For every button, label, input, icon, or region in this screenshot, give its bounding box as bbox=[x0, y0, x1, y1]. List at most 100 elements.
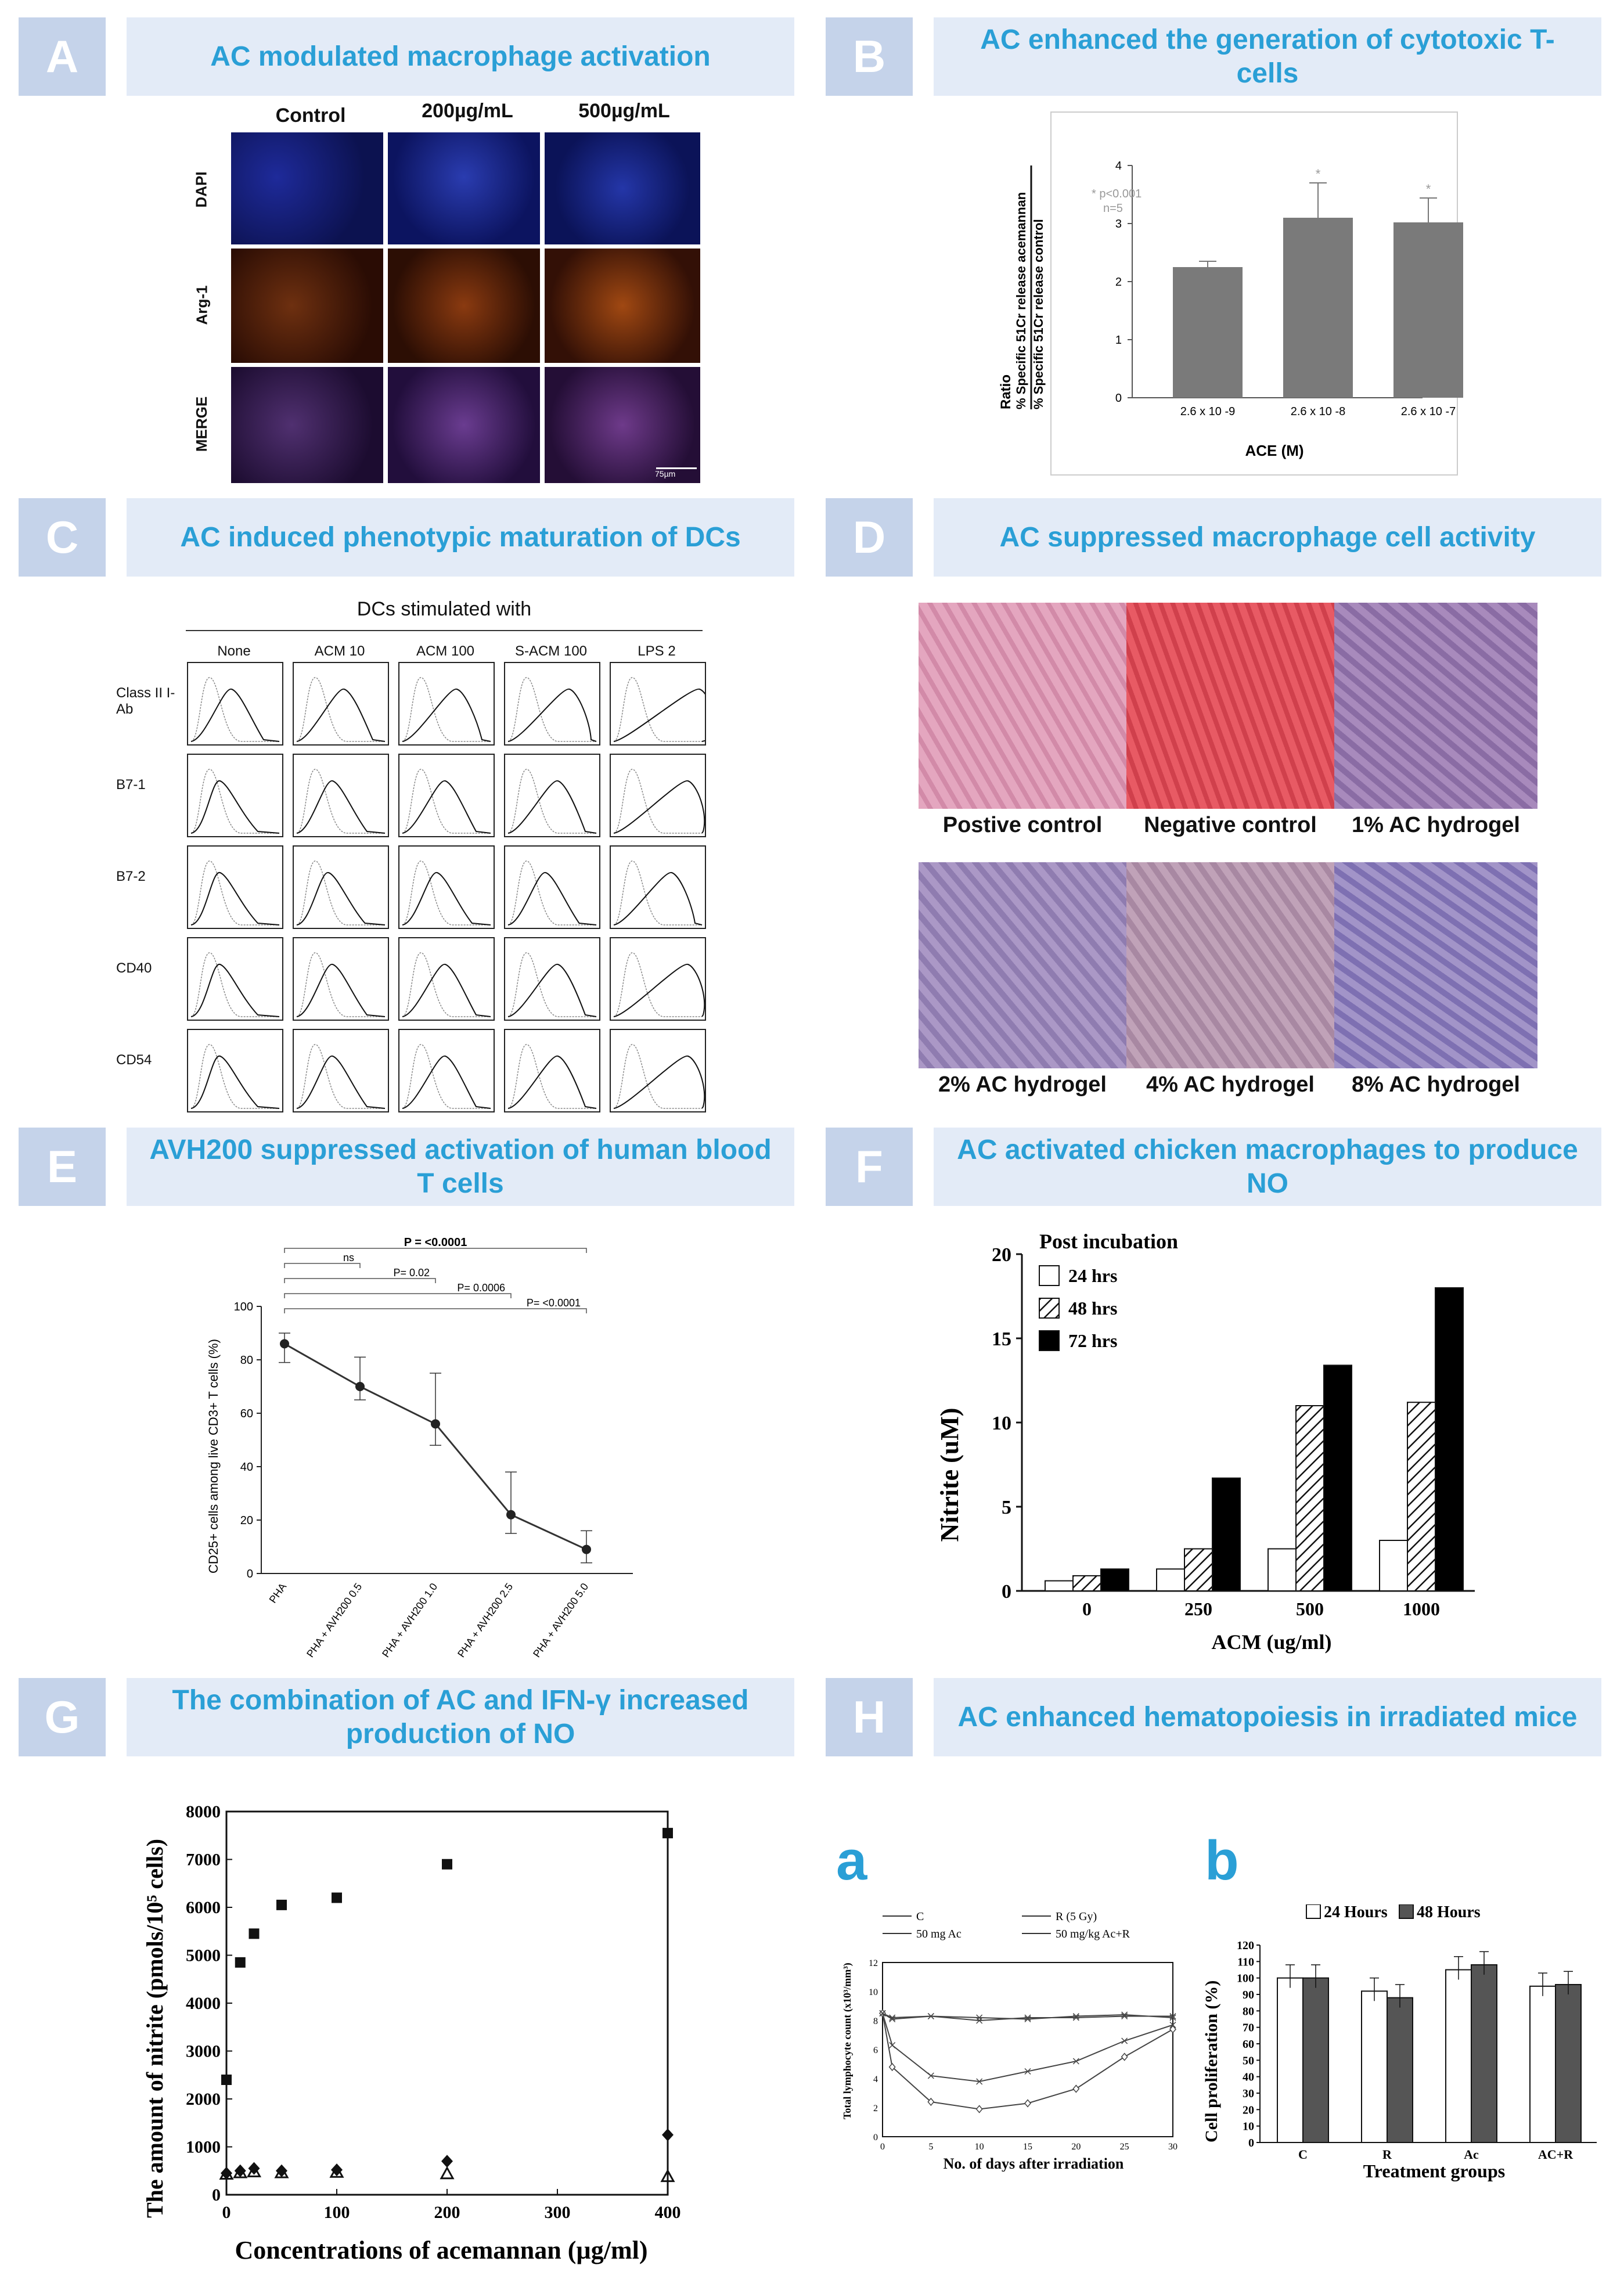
c-histogram bbox=[504, 754, 600, 837]
b-bar bbox=[1173, 267, 1243, 398]
g-point-triangle bbox=[219, 2166, 234, 2180]
g-ytick-label: 4000 bbox=[186, 1994, 221, 2013]
c-histogram bbox=[504, 662, 600, 746]
chart-e-plot: 0 20 40 60 80 100 PHA PHA + AVH200 0.5 PHA + AVH… bbox=[234, 1236, 633, 1659]
ha-point bbox=[889, 2015, 896, 2023]
c-histogram bbox=[187, 662, 283, 746]
ha-point bbox=[1169, 2025, 1176, 2034]
c-isotype-curve bbox=[507, 860, 596, 926]
c-histogram bbox=[187, 937, 283, 1021]
c-row-label: CD40 bbox=[116, 960, 152, 976]
hb-bar bbox=[1302, 1977, 1329, 2144]
c-histogram bbox=[398, 754, 495, 837]
g-ytick-label: 8000 bbox=[186, 1802, 221, 1821]
c-row-label: CD54 bbox=[116, 1052, 152, 1068]
e-ylabel: CD25+ cells among live CD3+ T cells (%) bbox=[206, 1339, 221, 1573]
c-histogram-plot bbox=[507, 1044, 597, 1109]
g-point-diamond bbox=[234, 2164, 246, 2177]
g-point-triangle bbox=[660, 2169, 675, 2183]
e-bracket-label: P= 0.02 bbox=[393, 1267, 430, 1279]
hb-xlabel: Treatment groups bbox=[1363, 2160, 1505, 2181]
hb-ytick-label: 70 bbox=[1243, 2022, 1254, 2034]
c-isotype-curve bbox=[507, 769, 596, 834]
hb-xtick-label: AC+R bbox=[1538, 2147, 1573, 2162]
img-4pct bbox=[1126, 862, 1334, 1068]
ha-point bbox=[976, 2017, 983, 2024]
c-histogram-plot bbox=[296, 1044, 386, 1109]
f-xtick-label: 1000 bbox=[1403, 1598, 1440, 1619]
f-bar bbox=[1295, 1405, 1324, 1591]
f-ytick-label: 10 bbox=[992, 1413, 1011, 1434]
c-histogram bbox=[293, 1029, 389, 1112]
ha-xtick-label: 15 bbox=[1023, 2142, 1032, 2152]
f-legend-swatch bbox=[1039, 1330, 1060, 1351]
c-stain-curve bbox=[296, 780, 386, 834]
hb-xtick-label: C bbox=[1298, 2147, 1308, 2162]
c-isotype-curve bbox=[507, 952, 596, 1017]
g-point-square bbox=[442, 1859, 452, 1870]
row-arg1: Arg-1 bbox=[193, 285, 210, 325]
ha-point bbox=[1121, 2037, 1128, 2044]
ha-ylabel: Total lymphocyte count (x10³/mm³) bbox=[841, 1962, 854, 2119]
c-histogram bbox=[504, 937, 600, 1021]
ha-point bbox=[1169, 2021, 1176, 2029]
ha-point bbox=[1169, 2014, 1176, 2021]
panel-g-badge: G bbox=[19, 1678, 106, 1756]
g-point-triangle bbox=[246, 2164, 262, 2177]
g-ytick-label: 5000 bbox=[186, 1946, 221, 1965]
ha-series-line bbox=[882, 2013, 1173, 2110]
hb-legend-swatch bbox=[1306, 1904, 1321, 1919]
g-ytick-label: 3000 bbox=[186, 2042, 221, 2061]
c-stain-curve bbox=[190, 872, 280, 926]
c-histogram bbox=[504, 845, 600, 929]
e-ytick-label: 80 bbox=[240, 1354, 253, 1367]
panel-h-badge: H bbox=[826, 1678, 913, 1756]
c-stain-curve bbox=[296, 1056, 386, 1109]
c-histogram-plot bbox=[296, 952, 386, 1017]
c-isotype-curve bbox=[613, 860, 702, 926]
ha-ytick-label: 8 bbox=[873, 2016, 878, 2026]
ha-xtick-label: 20 bbox=[1071, 2142, 1081, 2152]
g-point-square bbox=[276, 1899, 287, 1910]
f-ytick-label: 5 bbox=[1002, 1497, 1011, 1518]
hb-ylabel: Cell proliferation (%) bbox=[1202, 1980, 1221, 2142]
c-histogram bbox=[610, 845, 706, 929]
hb-legend-label: 48 Hours bbox=[1417, 1904, 1481, 1921]
ha-point bbox=[889, 2014, 896, 2021]
g-point-diamond bbox=[276, 2164, 287, 2177]
b-xtick-label: 2.6 x 10 -8 bbox=[1291, 405, 1346, 418]
f-bar bbox=[1072, 1575, 1101, 1592]
c-stain-curve bbox=[190, 780, 280, 834]
c-isotype-curve bbox=[190, 769, 279, 834]
c-stain-curve bbox=[507, 688, 597, 742]
e-ytick-label: 100 bbox=[234, 1301, 253, 1313]
hb-ytick-label: 30 bbox=[1243, 2087, 1254, 2100]
ha-point bbox=[1121, 2052, 1128, 2061]
g-xtick-label: 100 bbox=[324, 2203, 350, 2222]
b-ytick-label: 1 bbox=[1115, 334, 1122, 347]
c-stain-curve bbox=[613, 872, 703, 926]
hb-ytick-label: 120 bbox=[1237, 1939, 1254, 1952]
c-histogram bbox=[610, 937, 706, 1021]
hb-bar bbox=[1445, 1969, 1472, 2143]
g-ytick-label: 7000 bbox=[186, 1850, 221, 1870]
panel-a-badge: A bbox=[19, 17, 106, 96]
img-arg-200 bbox=[388, 249, 540, 363]
panel-c-badge: C bbox=[19, 498, 106, 577]
c-stain-curve bbox=[296, 872, 386, 926]
e-point bbox=[582, 1544, 591, 1554]
f-legend-title: Post incubation bbox=[1039, 1231, 1178, 1253]
h-sub-a: a bbox=[836, 1830, 867, 1892]
c-stain-curve bbox=[507, 780, 597, 834]
c-col-label: S-ACM 100 bbox=[514, 643, 588, 659]
g-xlabel: Concentrations of acemannan (µg/ml) bbox=[235, 2236, 648, 2264]
g-point-triangle bbox=[274, 2165, 289, 2178]
caption-positive: Postive control bbox=[942, 813, 1103, 837]
chart-g: 0 1000 2000 3000 4000 5000 6000 7000 8000 0 100 200… bbox=[142, 1802, 681, 2264]
c-col-label: ACM 10 bbox=[314, 643, 365, 659]
c-histogram-plot bbox=[507, 952, 597, 1017]
e-bracket bbox=[284, 1278, 436, 1283]
e-point bbox=[280, 1339, 289, 1349]
h-sub-b: b bbox=[1205, 1830, 1239, 1892]
caption-8pct: 8% AC hydrogel bbox=[1352, 1072, 1520, 1097]
